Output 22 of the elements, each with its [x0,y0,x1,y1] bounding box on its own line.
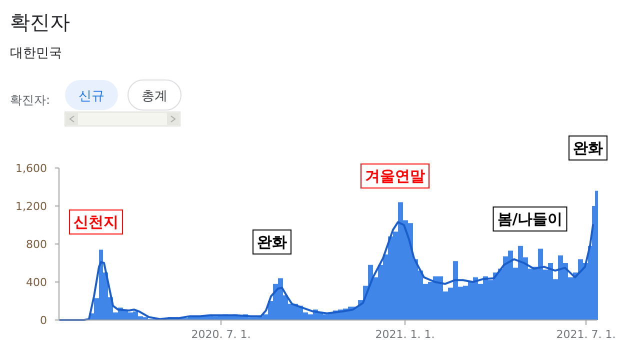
y-tick-label: 0 [40,314,47,327]
y-tick-label: 800 [26,238,47,251]
toggle: 총계 [128,80,182,110]
annotation: 겨울연말 [360,164,430,188]
y-tick-label: 400 [26,276,47,289]
annotation: 봄/나들이 [497,210,563,228]
toggle: 신규 [65,80,118,110]
chart-title: 확진자 [10,10,70,34]
annotation: 완화 [568,136,608,160]
annotation: 겨울연말 [365,167,425,185]
annotation: 봄/나들이 [492,206,568,232]
y-tick-label: 1,600 [16,162,47,175]
text: 확진자: [10,93,50,107]
x-tick-label: 2021. 7. 1. [556,328,616,341]
annotation: 신천지 [74,213,118,231]
x-tick-label: 2021. 1. 1. [375,328,435,341]
x-tick-label: 2020. 7. 1. [191,328,251,341]
chart-subtitle: 대한민국 [10,46,62,61]
annotation: 완화 [252,230,292,254]
y-tick-label: 1,200 [16,200,47,213]
annotation: 신천지 [69,210,123,234]
annotation: 완화 [257,233,287,251]
